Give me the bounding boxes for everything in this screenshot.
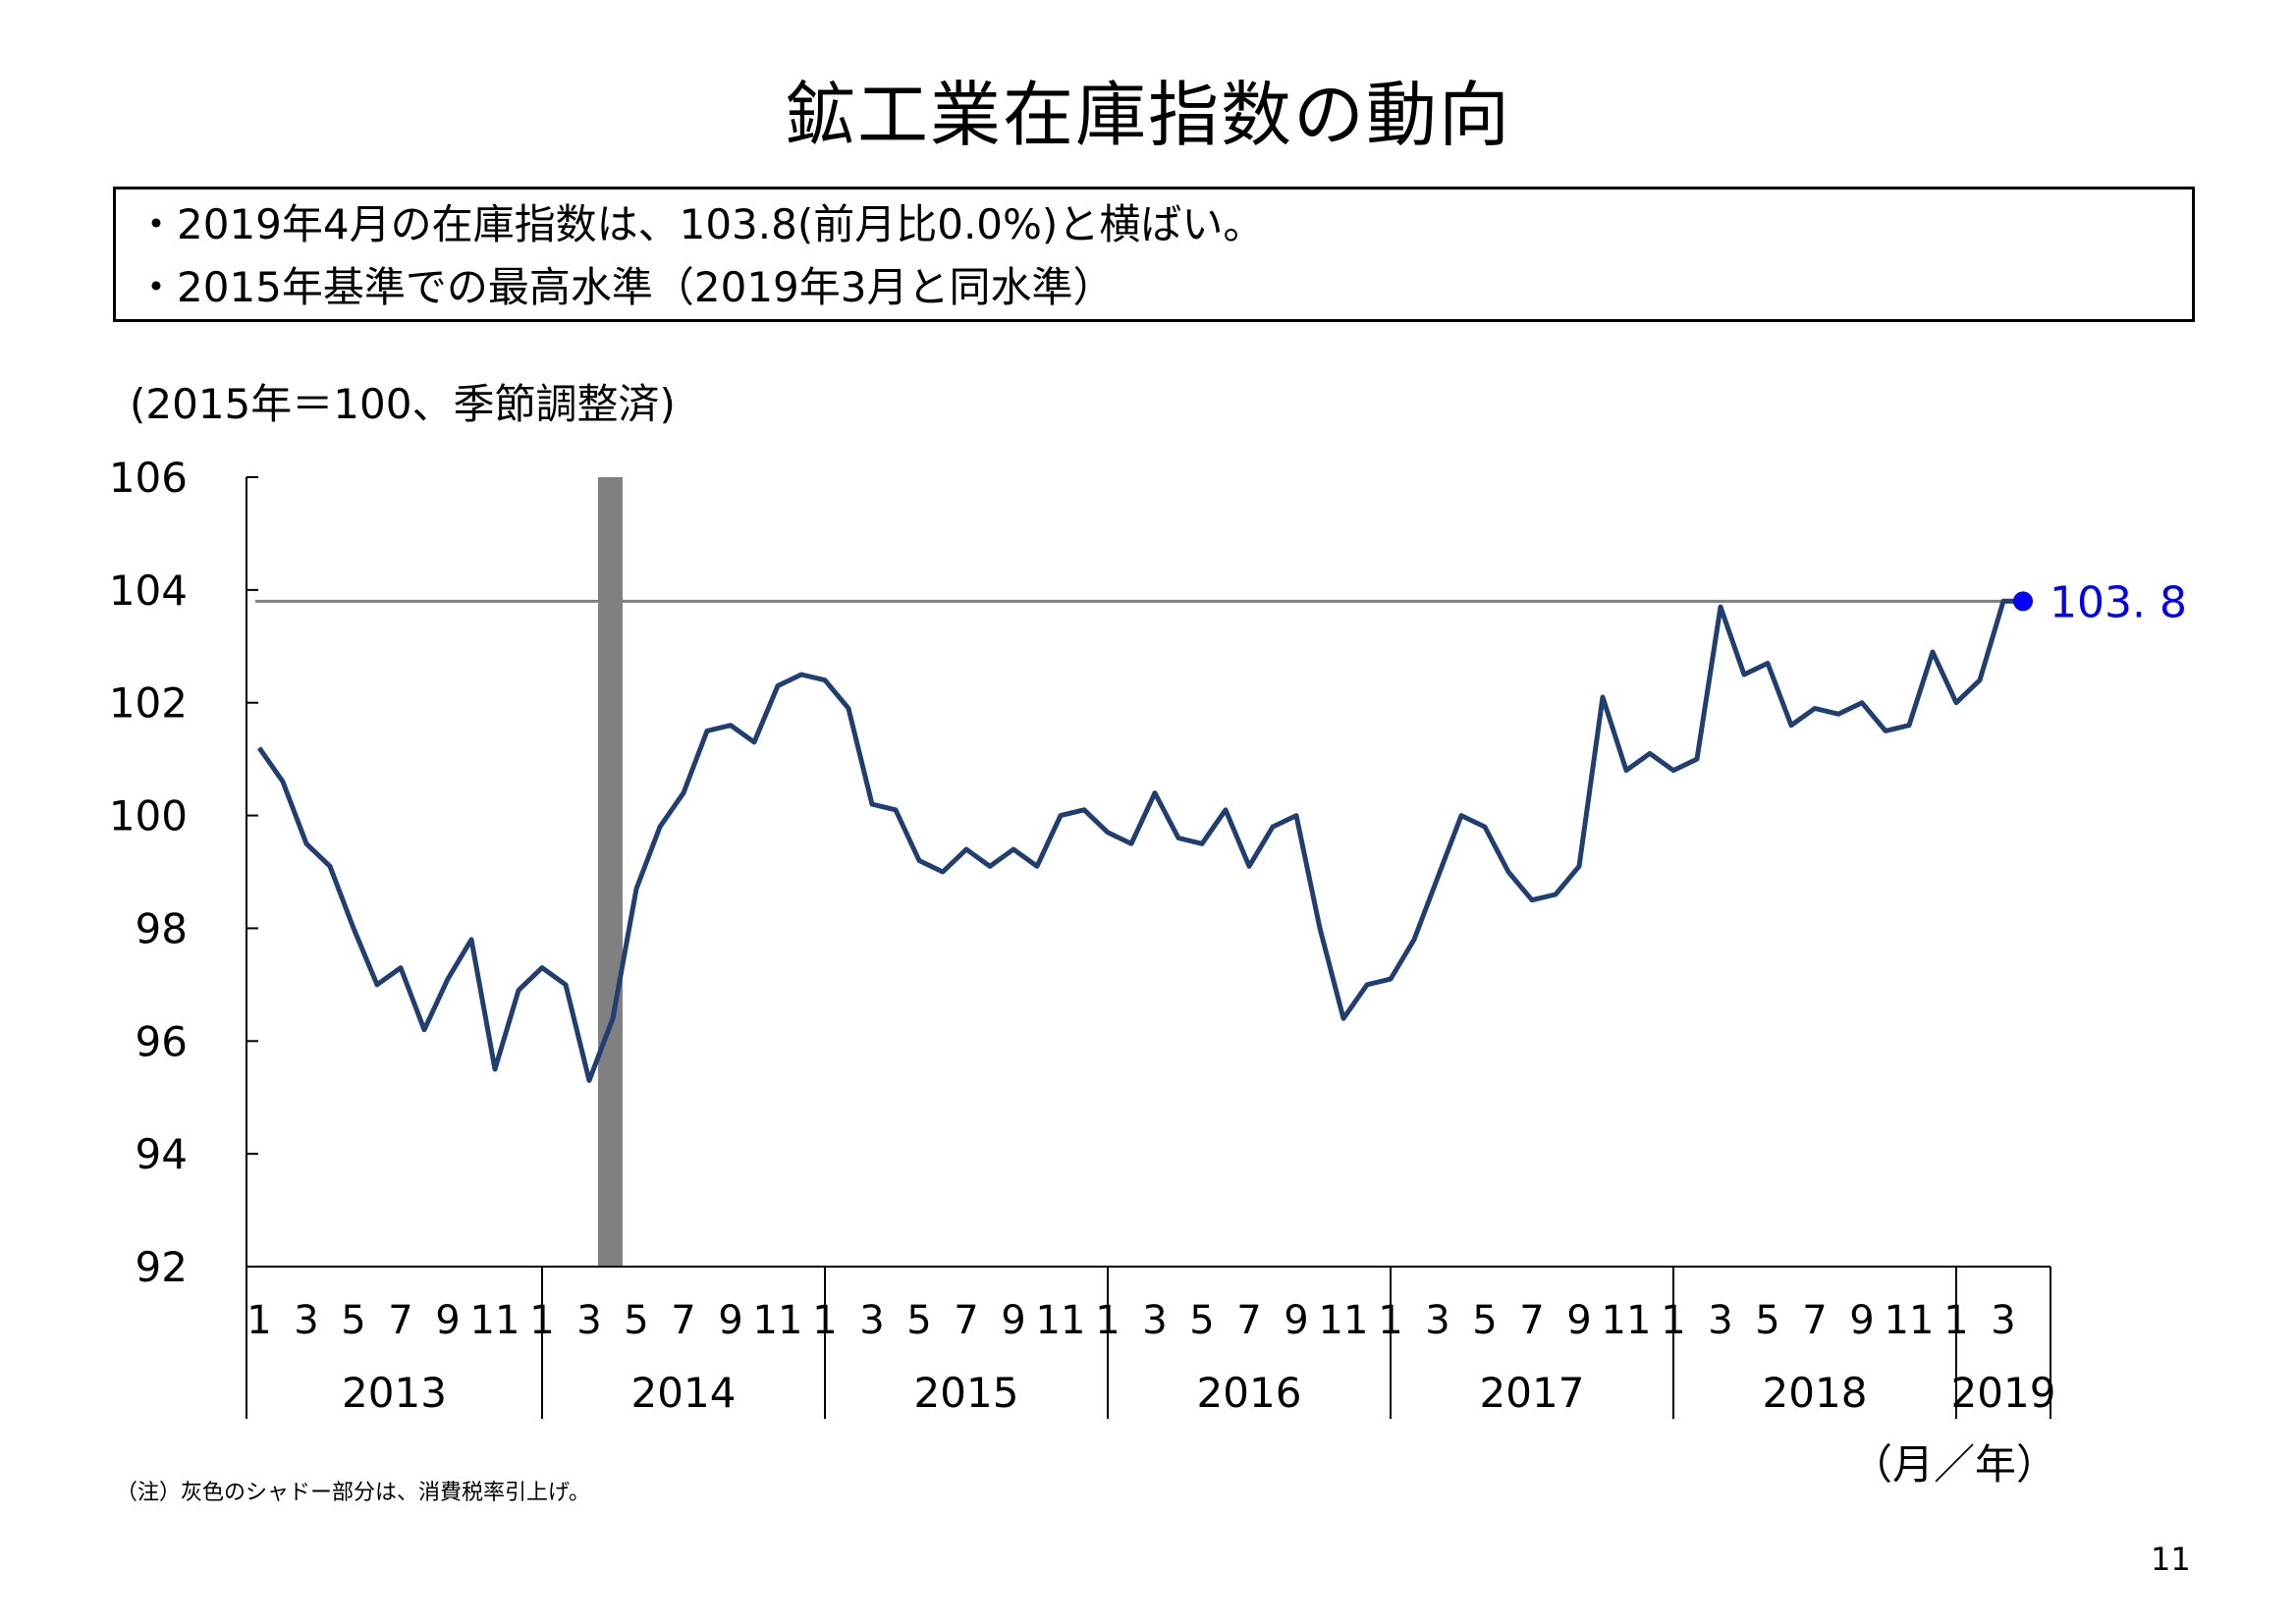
year-label: 2014 (631, 1369, 737, 1417)
month-tick-label: 9 (1284, 1298, 1308, 1343)
month-tick-label: 11 (1036, 1298, 1086, 1343)
month-tick-label: 3 (576, 1298, 601, 1343)
month-tick-label: 1 (529, 1298, 554, 1343)
month-tick-label: 5 (341, 1298, 365, 1343)
month-tick-label: 1 (1943, 1298, 1968, 1343)
year-label: 2019 (1951, 1369, 2056, 1417)
month-tick-label: 9 (1849, 1298, 1874, 1343)
month-tick-label: 3 (1991, 1298, 2015, 1343)
month-tick-label: 7 (671, 1298, 695, 1343)
y-tick-label: 94 (136, 1130, 188, 1178)
summary-line-2: ・2015年基準での最高水準（2019年3月と同水準） (136, 263, 1115, 311)
month-tick-label: 7 (388, 1298, 412, 1343)
month-tick-label: 3 (294, 1298, 318, 1343)
inventory-index-series-line (256, 598, 2027, 1083)
year-label: 2017 (1480, 1369, 1585, 1417)
page-title: 鉱工業在庫指数の動向 (784, 74, 1511, 156)
month-tick-label: 5 (906, 1298, 931, 1343)
month-tick-label: 3 (1142, 1298, 1167, 1343)
x-axis-unit-label: （月／年） (1851, 1440, 2058, 1489)
month-tick-label: 11 (1602, 1298, 1652, 1343)
y-tick-label: 96 (136, 1017, 188, 1065)
month-tick-label: 7 (1519, 1298, 1544, 1343)
month-tick-label: 5 (1472, 1298, 1497, 1343)
y-tick-label: 104 (109, 567, 188, 615)
month-tick-label: 1 (1095, 1298, 1120, 1343)
month-tick-label: 11 (470, 1298, 520, 1343)
unit-note: (2015年＝100、季節調整済) (130, 380, 676, 428)
summary-line-1: ・2019年4月の在庫指数は、103.8(前月比0.0%)と横ばい。 (136, 200, 1265, 248)
y-tick-label: 98 (136, 904, 188, 952)
month-tick-label: 11 (1885, 1298, 1935, 1343)
month-tick-label: 5 (1189, 1298, 1214, 1343)
footnote: （注）灰色のシャドー部分は、消費税率引上げ。 (116, 1481, 590, 1505)
month-tick-label: 7 (954, 1298, 978, 1343)
month-tick-label: 11 (1319, 1298, 1369, 1343)
month-tick-label: 1 (812, 1298, 837, 1343)
month-tick-label: 3 (859, 1298, 884, 1343)
year-label: 2013 (342, 1369, 447, 1417)
year-label: 2016 (1197, 1369, 1302, 1417)
year-label: 2015 (914, 1369, 1019, 1417)
month-tick-label: 1 (1661, 1298, 1685, 1343)
month-tick-label: 5 (1755, 1298, 1779, 1343)
month-tick-label: 9 (1566, 1298, 1591, 1343)
y-tick-label: 92 (136, 1243, 188, 1291)
month-tick-label: 9 (1001, 1298, 1025, 1343)
y-tick-label: 106 (109, 454, 188, 502)
month-tick-label: 3 (1425, 1298, 1449, 1343)
month-tick-label: 1 (1378, 1298, 1402, 1343)
tax-hike-shade-bar (598, 477, 623, 1267)
month-tick-label: 11 (753, 1298, 803, 1343)
month-tick-label: 9 (718, 1298, 742, 1343)
year-label: 2018 (1763, 1369, 1868, 1417)
latest-value-marker (2013, 591, 2033, 612)
y-tick-label: 102 (109, 679, 188, 728)
month-tick-label: 3 (1708, 1298, 1732, 1343)
summary-box: ・2019年4月の在庫指数は、103.8(前月比0.0%)と横ばい。 ・2015… (113, 187, 2195, 322)
month-tick-label: 1 (246, 1298, 271, 1343)
latest-value-label: 103. 8 (2050, 577, 2187, 627)
page-number: 11 (2151, 1541, 2191, 1578)
month-tick-label: 7 (1802, 1298, 1827, 1343)
month-tick-label: 5 (624, 1298, 648, 1343)
month-tick-label: 9 (435, 1298, 460, 1343)
y-tick-label: 100 (109, 792, 188, 840)
month-tick-label: 7 (1236, 1298, 1261, 1343)
